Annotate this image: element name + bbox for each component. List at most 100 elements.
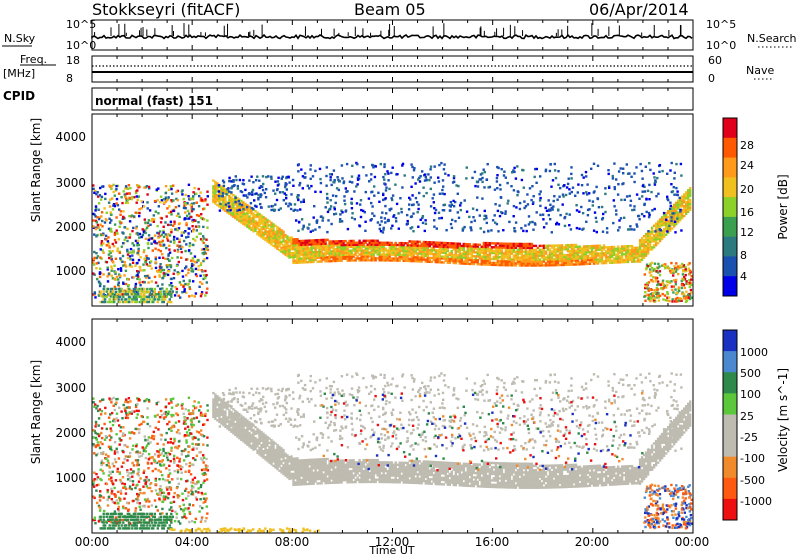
power-cell — [182, 231, 186, 234]
power-cell — [483, 218, 486, 221]
power-cell — [272, 236, 275, 240]
power-cell — [344, 245, 347, 249]
power-cell — [464, 242, 467, 246]
power-cell — [682, 264, 686, 267]
power-cell — [225, 192, 228, 196]
power-cell — [138, 208, 141, 211]
power-cell — [230, 206, 233, 209]
power-cell — [677, 219, 680, 222]
power-cell — [416, 211, 419, 214]
power-cell — [343, 195, 346, 198]
power-cell — [384, 204, 387, 208]
power-cell — [177, 271, 181, 274]
power-cell — [458, 248, 461, 251]
power-cell — [396, 249, 399, 252]
power-cell — [132, 295, 135, 298]
power-cell — [118, 192, 121, 195]
power-cell — [391, 166, 394, 169]
power-cell — [382, 193, 385, 197]
power-cell — [294, 244, 297, 247]
power-cell — [546, 256, 550, 259]
power-cell — [125, 197, 128, 200]
power-cell — [372, 251, 375, 254]
power-cell — [642, 256, 646, 259]
velocity-cell — [224, 425, 227, 428]
power-cell — [464, 258, 467, 261]
power-cell — [644, 236, 648, 240]
power-cell — [102, 273, 105, 276]
power-cell — [552, 199, 555, 203]
power-cell — [289, 207, 293, 211]
power-cell — [406, 253, 409, 257]
power-cell — [128, 255, 132, 258]
power-cell — [279, 207, 282, 210]
power-cell — [624, 245, 628, 248]
power-cell — [455, 184, 458, 187]
power-cell — [262, 231, 265, 234]
power-cell — [401, 162, 405, 166]
power-cell — [432, 249, 435, 252]
power-cell — [350, 251, 353, 254]
power-cell — [310, 241, 313, 244]
power-cell — [516, 254, 520, 257]
power-cell — [324, 250, 327, 253]
power-cell — [646, 252, 650, 255]
power-cell — [326, 238, 329, 241]
power-cell — [128, 300, 131, 304]
power-cell — [136, 184, 139, 187]
power-cell — [560, 261, 564, 265]
power-cell — [258, 224, 261, 228]
power-cell — [395, 220, 398, 223]
power-cell — [312, 243, 315, 246]
power-cell — [143, 298, 146, 301]
power-cell — [263, 191, 266, 195]
power-cell — [390, 251, 393, 254]
velocity-cell — [238, 430, 241, 433]
power-cell — [284, 233, 287, 237]
power-cell — [358, 243, 361, 246]
power-cell — [674, 231, 677, 234]
power-cell — [320, 258, 323, 261]
power-cell — [677, 288, 680, 291]
power-cell — [493, 214, 496, 217]
power-cell — [181, 275, 185, 278]
power-cell — [518, 242, 522, 246]
power-cell — [552, 250, 556, 253]
power-cell — [134, 239, 138, 243]
power-cell — [470, 220, 473, 224]
power-cell — [140, 290, 143, 293]
power-cell — [554, 263, 558, 267]
power-cell — [642, 254, 646, 257]
power-cell — [592, 244, 596, 248]
power-cell — [490, 249, 494, 253]
power-cell — [334, 240, 337, 243]
power-cell — [410, 244, 413, 247]
power-cell — [168, 264, 171, 267]
power-cell — [444, 257, 447, 260]
power-cell — [140, 235, 143, 239]
power-cell — [197, 265, 200, 268]
power-cell — [448, 244, 451, 247]
power-cell — [258, 228, 261, 231]
power-cell — [94, 205, 98, 208]
power-cell — [466, 246, 469, 250]
power-cell — [370, 191, 373, 194]
power-cell — [290, 240, 293, 243]
power-cell — [652, 246, 656, 249]
velocity-cell — [246, 426, 249, 429]
power-cell — [410, 257, 413, 261]
power-cell — [512, 246, 516, 249]
power-cell — [173, 241, 176, 245]
power-cell — [546, 258, 550, 261]
power-cell — [338, 259, 341, 262]
power-cell — [306, 261, 309, 264]
velocity-cell — [232, 408, 235, 411]
power-cell — [206, 226, 209, 229]
power-cell — [306, 226, 309, 229]
power-cell — [248, 179, 251, 182]
power-cell — [536, 246, 540, 250]
power-cell — [374, 245, 377, 248]
power-cell — [496, 252, 500, 255]
power-cell — [504, 246, 508, 249]
power-cell — [258, 212, 261, 216]
